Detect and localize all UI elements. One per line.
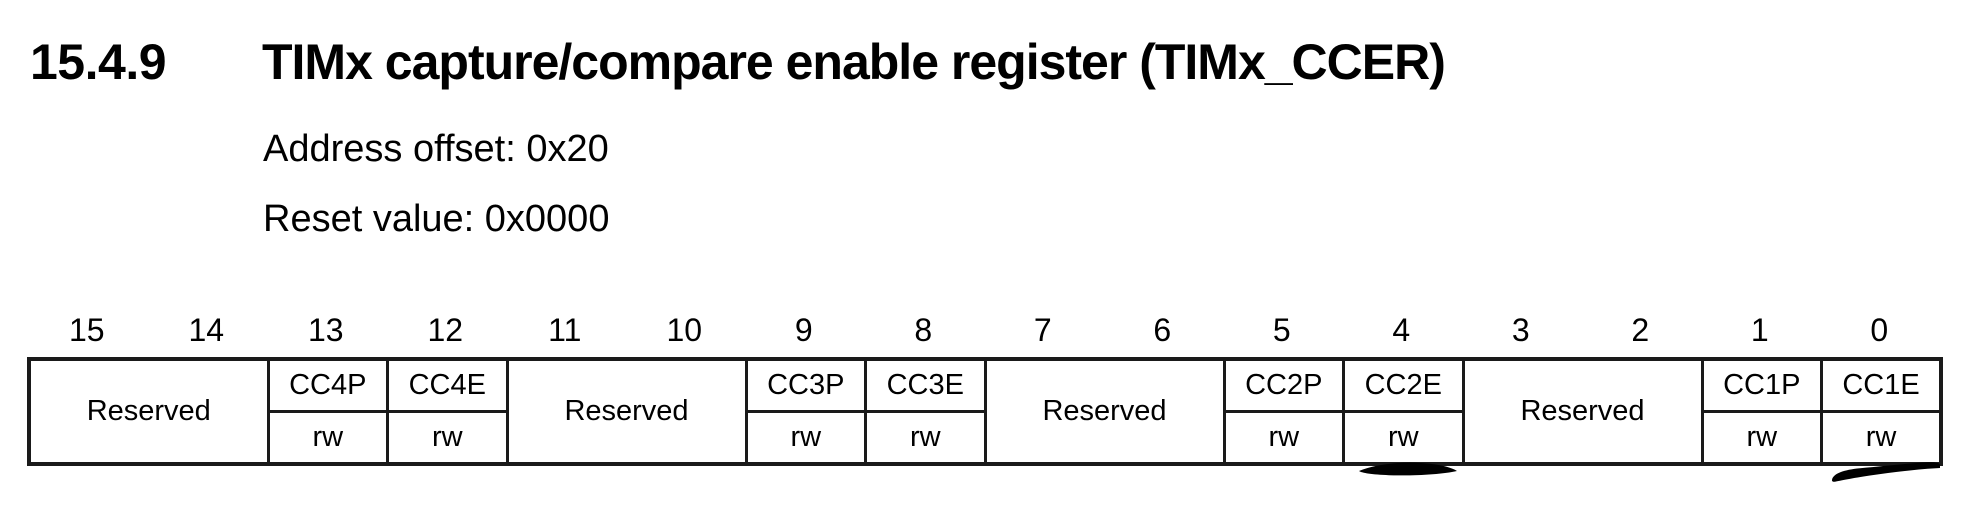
register-bit-table: Reserved CC4P CC4E Reserved CC3P CC3E Re… [27,357,1943,466]
section-number: 15.4.9 [30,34,167,90]
access-cell-cc4e: rw [386,409,509,466]
bit-number-1: 1 [1750,312,1769,348]
bit-number-11: 11 [548,312,582,348]
reset-value-line: Reset value: 0x0000 [263,198,610,240]
page-title: TIMx capture/compare enable register (TI… [262,34,1446,90]
access-cell-cc3e: rw [864,409,987,466]
field-cell-cc2p: CC2P [1222,357,1345,413]
access-type-row: rw rw rw rw rw rw rw rw [29,409,1943,466]
bit-numbers-row: 15 14 13 12 11 10 9 8 7 6 5 4 3 2 1 0 [27,314,1939,346]
access-cell-cc3p: rw [744,409,867,466]
field-cell-cc4e: CC4E [386,357,509,413]
reserved-cell-3-2: Reserved [1461,357,1704,466]
field-cell-cc1p: CC1P [1700,357,1823,413]
field-cell-cc3p: CC3P [744,357,867,413]
reserved-cell-11-10: Reserved [505,357,748,466]
bit-number-5: 5 [1272,312,1291,348]
bit-number-14: 14 [188,312,225,348]
reserved-cell-7-6: Reserved [983,357,1226,466]
field-cell-cc2e: CC2E [1342,357,1465,413]
bit-number-6: 6 [1153,312,1172,348]
bit-number-8: 8 [914,312,933,348]
bit-number-15: 15 [68,312,105,348]
bit-number-7: 7 [1033,312,1052,348]
address-offset-line: Address offset: 0x20 [263,128,609,170]
bit-number-12: 12 [427,312,464,348]
bit-number-9: 9 [794,312,813,348]
access-cell-cc2e: rw [1342,409,1465,466]
access-cell-cc2p: rw [1222,409,1345,466]
access-cell-cc1e: rw [1820,409,1943,466]
field-cell-cc4p: CC4P [266,357,389,413]
field-name-row: Reserved CC4P CC4E Reserved CC3P CC3E Re… [27,357,1943,466]
bit-number-10: 10 [666,312,703,348]
reserved-cell-15-14: Reserved [27,357,270,466]
field-cell-cc1e: CC1E [1820,357,1943,413]
bit-number-4: 4 [1392,312,1411,348]
access-cell-cc1p: rw [1700,409,1823,466]
bit-number-2: 2 [1631,312,1650,348]
field-cell-cc3e: CC3E [864,357,987,413]
access-cell-cc4p: rw [266,409,389,466]
bit-number-13: 13 [307,312,344,348]
bit-number-3: 3 [1511,312,1530,348]
bit-number-0: 0 [1870,312,1889,348]
